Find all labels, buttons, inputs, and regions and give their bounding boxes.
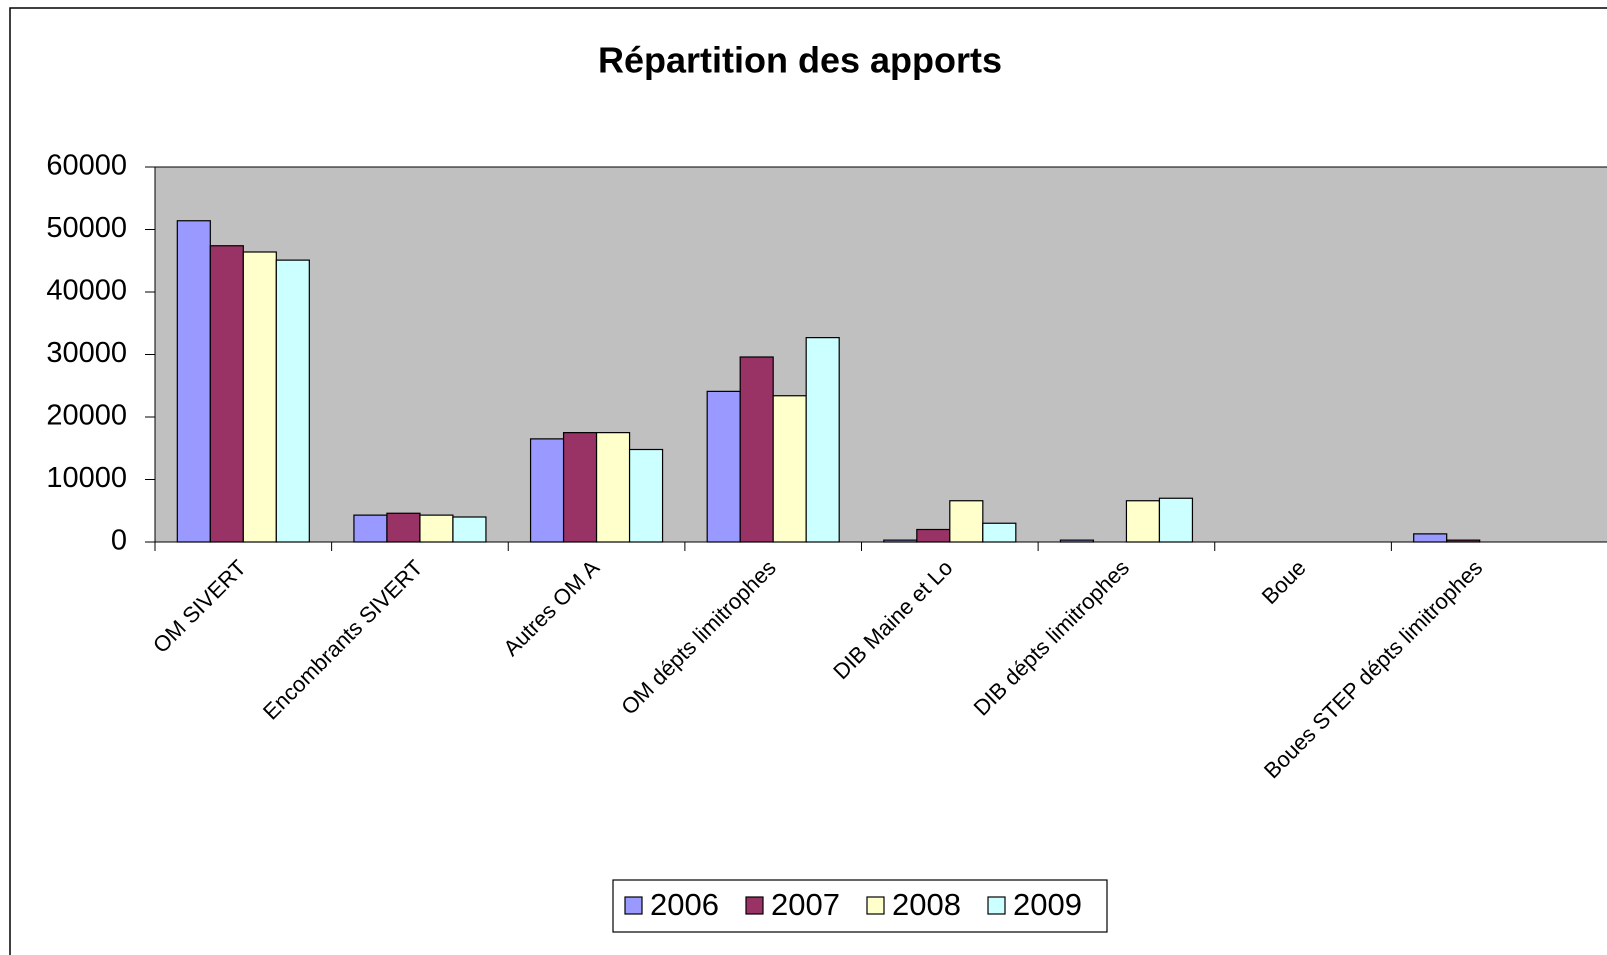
legend-swatch [866, 896, 885, 915]
bar [1413, 533, 1448, 543]
y-tick-label: 20000 [46, 400, 127, 432]
y-tick-label: 60000 [46, 150, 127, 182]
bar [353, 514, 388, 543]
chart-title: Répartition des apports [598, 40, 1002, 81]
bar [706, 390, 741, 543]
legend-label: 2006 [650, 887, 719, 922]
legend-label: 2008 [892, 887, 961, 922]
legend-swatch [745, 896, 764, 915]
bar [982, 522, 1017, 543]
bar [176, 220, 211, 543]
bar [242, 251, 277, 543]
bar [772, 395, 807, 543]
y-tick-label: 30000 [46, 337, 127, 369]
bar [1125, 500, 1161, 543]
bar [949, 500, 984, 543]
y-tick-label: 40000 [46, 275, 127, 307]
bar [739, 356, 774, 543]
bar [529, 438, 565, 543]
bar [452, 516, 487, 543]
y-tick-label: 0 [111, 525, 127, 557]
bar [628, 448, 664, 543]
legend-box [612, 879, 1108, 933]
legend-swatch [987, 896, 1006, 915]
bar [419, 514, 454, 543]
legend-label: 2007 [771, 887, 840, 922]
y-tick-label: 10000 [46, 462, 127, 494]
bar [562, 432, 598, 543]
legend-swatch [624, 896, 643, 915]
y-tick-label: 50000 [46, 212, 127, 244]
plot-area [154, 166, 1607, 543]
bar [595, 432, 631, 543]
bar [275, 259, 310, 543]
bar [805, 337, 840, 543]
bar [209, 245, 244, 543]
legend-label: 2009 [1013, 887, 1082, 922]
bar [1158, 497, 1194, 543]
bar [386, 512, 421, 543]
bar [916, 528, 951, 543]
